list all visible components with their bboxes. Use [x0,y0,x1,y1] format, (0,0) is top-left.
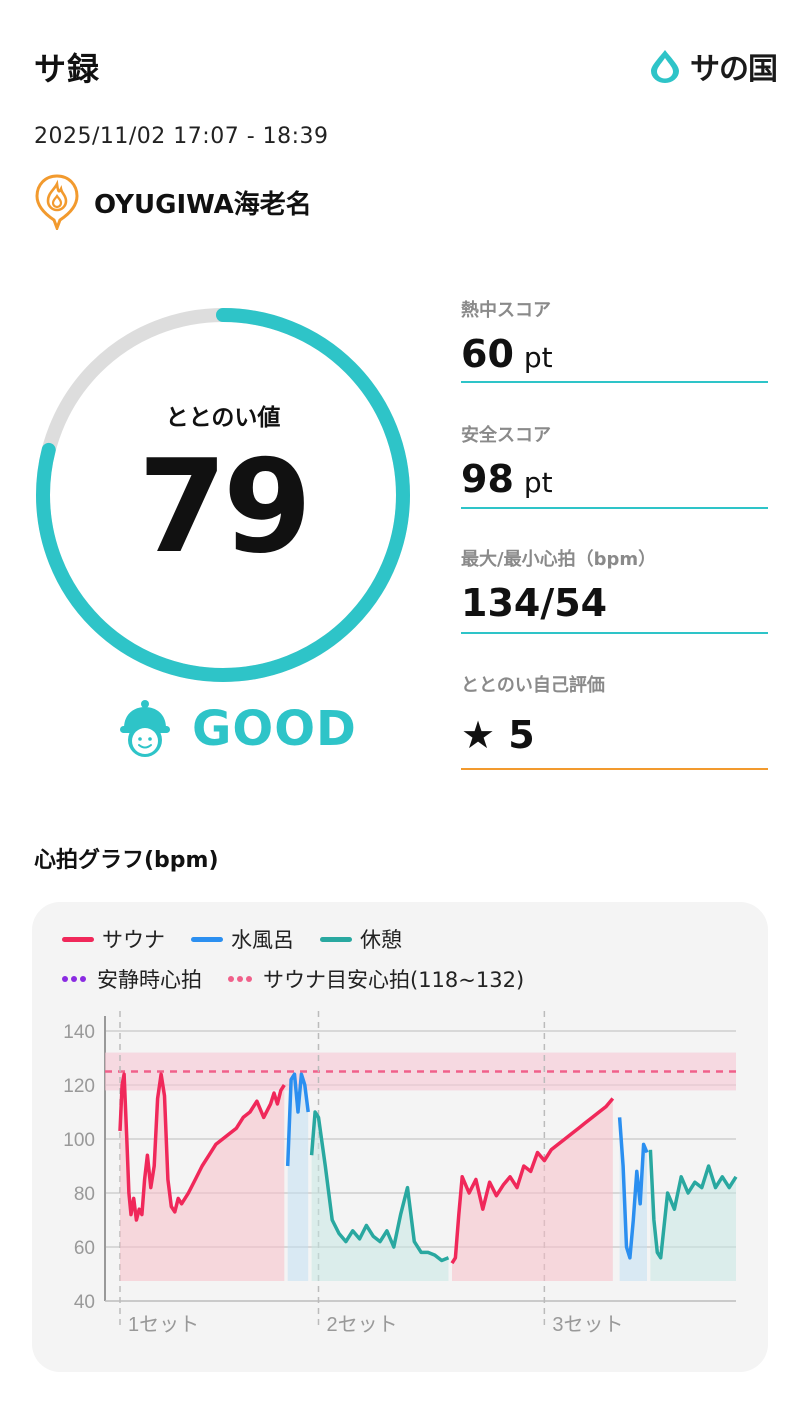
stat-label: 熱中スコア [461,300,551,321]
stat-label: 安全スコア [461,425,551,446]
legend-item-resting-hr: 安静時心拍 [62,964,202,994]
facility-name: OYUGIWA海老名 [94,189,312,220]
legend-swatch [191,936,223,942]
series-line [648,1149,738,1260]
stat-heat-score: 熱中スコア 60 pt [461,296,768,383]
legend-label: 水風呂 [231,928,294,952]
legend-label: 安静時心拍 [97,968,202,992]
stat-underline [461,507,768,509]
legend-row-references: 安静時心拍 サウナ目安心拍(118~132) [62,964,550,994]
stat-unit: pt [523,466,553,499]
heart-rate-chart: 40 60 80 100 120 140 1セット 2セット 3セット [63,1011,738,1336]
legend-item-rest: 休憩 [320,924,402,954]
series-area [619,1117,647,1281]
stat-underline [461,632,768,634]
stat-value: ★ 5 [461,713,535,757]
legend-item-sauna: サウナ [62,924,165,954]
smiling-character-icon [120,700,170,757]
totonoi-gauge [36,308,410,682]
y-tick-label: 40 [74,1292,95,1313]
facility[interactable]: OYUGIWA海老名 [34,174,312,230]
stat-value: 98 [461,457,514,501]
set-label: 2セット [326,1314,397,1336]
series-area [452,1098,613,1281]
stat-label: 最大/最小心拍（bpm） [461,549,657,570]
stat-underline [461,381,768,383]
rating-label: GOOD [192,701,357,757]
series-area [311,1112,449,1281]
graph-title: 心拍グラフ(bpm) [34,848,219,873]
series-line [450,1097,615,1265]
stat-underline [461,768,768,770]
session-time-range: 2025/11/02 17:07 - 18:39 [34,124,329,149]
y-tick-label: 80 [74,1184,95,1205]
stat-safety-score: 安全スコア 98 pt [461,421,768,509]
logo-text: サの国 [690,52,778,87]
legend-label: 休憩 [360,928,402,952]
stat-value: 134/54 [461,581,608,625]
set-label: 1セット [128,1314,199,1336]
series-area [650,1149,736,1281]
app-logo: サの国 [648,44,778,88]
series-line [617,1117,649,1260]
series-line [309,1110,450,1263]
gauge-label: ととのい値 [165,405,281,431]
series-line [118,1072,286,1222]
gauge-value: 79 [137,433,312,582]
y-tick-label: 100 [63,1130,95,1151]
legend-dots [62,976,89,982]
series-area [287,1074,309,1281]
y-tick-label: 140 [63,1022,95,1043]
stat-value: 60 [461,332,514,376]
y-tick-label: 60 [74,1238,95,1259]
legend-swatch [62,936,94,942]
heart-rate-graph-card: サウナ 水風呂 休憩 安静時心拍 サウナ目安心拍(118~132) 40 60 80… [32,902,768,1372]
legend-item-target-hr: サウナ目安心拍(118~132) [228,964,524,994]
legend-dots [228,976,255,982]
set-label: 3セット [552,1314,623,1336]
legend-item-water-bath: 水風呂 [191,924,294,954]
gauge-progress-arc [36,308,410,682]
flame-pin-icon [35,174,79,230]
series-line [285,1072,310,1167]
legend-swatch [320,936,352,942]
stat-self-rating: ととのい自己評価 ★ 5 [461,671,768,770]
page-title: サ録 [34,50,101,88]
legend-row-phases: サウナ 水風呂 休憩 [62,924,428,954]
y-tick-label: 120 [63,1076,95,1097]
water-drop-icon [651,50,679,83]
rating: GOOD [118,698,357,760]
stat-unit: pt [523,341,553,374]
legend-label: サウナ目安心拍(118~132) [263,968,525,992]
legend-label: サウナ [102,928,165,952]
series-area [120,1074,285,1281]
stat-label: ととのい自己評価 [461,675,605,696]
stat-max-min-heart-rate: 最大/最小心拍（bpm） 134/54 [461,545,768,634]
